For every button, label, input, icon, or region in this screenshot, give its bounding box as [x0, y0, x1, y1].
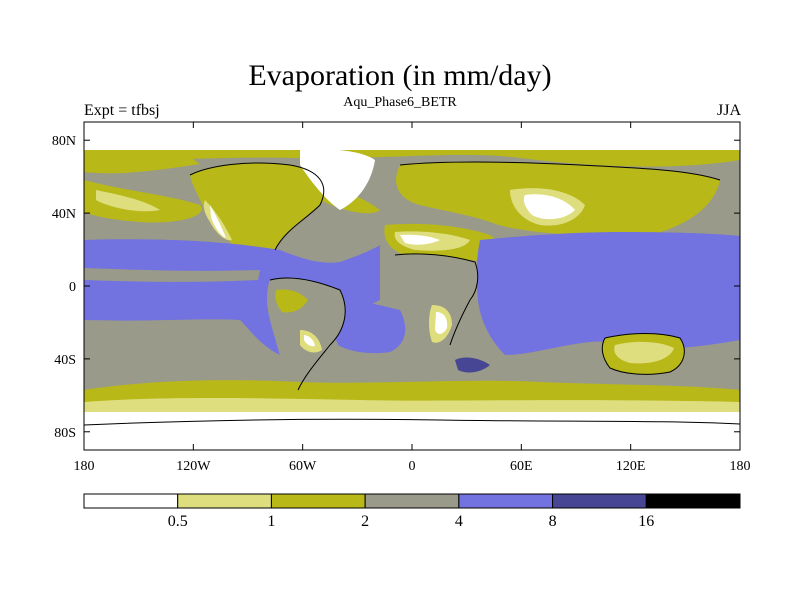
experiment-label: Expt = tfbsj [84, 102, 160, 119]
colorbar-swatch [458, 493, 554, 509]
lon-tick-label: 60E [510, 459, 533, 474]
colorbar-swatch [552, 493, 647, 509]
map-axes: 80N 40N 0 40S 80S 180 120W 60W 0 60E 120E 180 [52, 122, 751, 474]
colorbar-label: 4 [455, 513, 463, 530]
colorbar-swatch [83, 493, 179, 509]
plot-subtitle: Aqu_Phase6_BETR [343, 95, 457, 110]
lon-tick-label: 180 [730, 459, 751, 474]
lat-tick-label: 40N [52, 207, 76, 222]
colorbar-label: 1 [267, 513, 275, 530]
lat-tick-label: 80N [52, 134, 76, 149]
colorbar-swatch [364, 493, 460, 509]
lon-tick-label: 0 [409, 459, 416, 474]
colorbar-label: 0.5 [168, 513, 188, 530]
lat-tick-label: 0 [69, 280, 76, 295]
lon-tick-label: 120E [616, 459, 646, 474]
lon-tick-label: 60W [289, 459, 317, 474]
plot-title: Evaporation (in mm/day) [248, 59, 552, 92]
colorbar-label: 16 [638, 513, 654, 530]
colorbar-label: 2 [361, 513, 369, 530]
lat-tick-label: 80S [54, 426, 76, 441]
colorbar: 0.5 1 2 4 8 16 [83, 493, 741, 530]
season-label: JJA [716, 102, 741, 119]
colorbar-label: 8 [549, 513, 557, 530]
colorbar-swatch [270, 493, 366, 509]
lon-tick-label: 120W [176, 459, 211, 474]
colorbar-swatch [177, 493, 272, 509]
coastlines [84, 161, 740, 426]
lat-tick-label: 40S [54, 353, 76, 368]
lon-tick-label: 180 [74, 459, 95, 474]
evaporation-field [84, 122, 740, 450]
colorbar-swatch [645, 493, 741, 509]
